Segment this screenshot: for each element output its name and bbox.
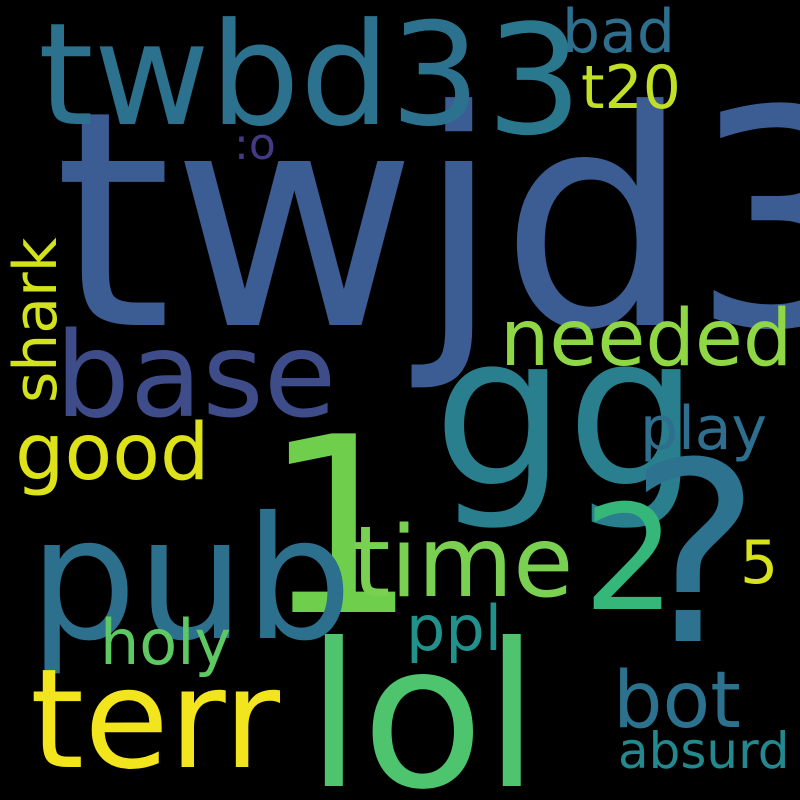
word-t20: t20 bbox=[581, 53, 681, 123]
word-3: 3 bbox=[486, 0, 583, 169]
word-1: 1 bbox=[262, 385, 418, 670]
word-terr: terr bbox=[30, 639, 281, 800]
word-twbd3: twbd3 bbox=[38, 0, 481, 158]
word-question: ? bbox=[628, 409, 761, 700]
word-lol: lol bbox=[306, 601, 540, 800]
word-holy: holy bbox=[100, 606, 232, 679]
word-colon-o: :o bbox=[234, 119, 276, 170]
word-bad: bad bbox=[562, 0, 675, 67]
word-gg: gg bbox=[433, 289, 700, 534]
word-shark: shark bbox=[1, 237, 71, 403]
word-pub: pub bbox=[29, 481, 353, 679]
word-twjd3: twjd3 bbox=[54, 47, 800, 396]
word-5: 5 bbox=[740, 528, 779, 598]
word-ppl: ppl bbox=[406, 592, 502, 665]
word-time: time bbox=[352, 506, 574, 620]
word-needed: needed bbox=[500, 294, 793, 384]
word-base: base bbox=[55, 306, 337, 444]
word-bot: bot bbox=[613, 656, 741, 746]
word-good: good bbox=[15, 408, 210, 498]
word-2: 2 bbox=[583, 474, 676, 644]
word-play: play bbox=[640, 394, 768, 464]
word-absurd: absurd bbox=[618, 722, 790, 780]
